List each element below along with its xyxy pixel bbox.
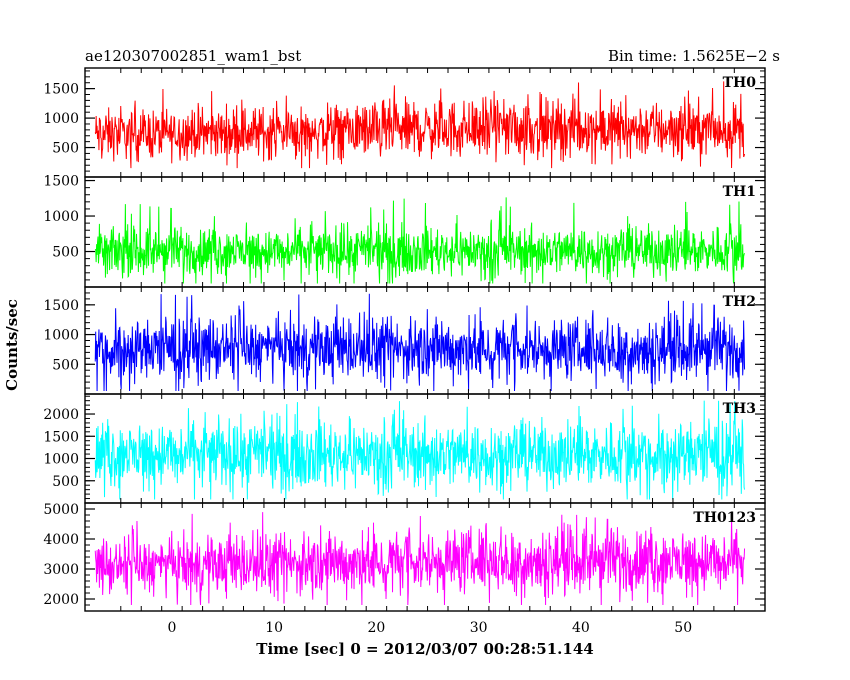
series-th2 [94,293,746,392]
panel-th2: 500 1000 1500 TH2 [43,286,766,395]
panel-th1: 500 1000 1500 TH1 [43,174,766,288]
series-th0 [94,81,746,169]
y-tick-label: 1000 [43,452,79,468]
panel-th0: 500 1000 1500 TH0 [43,67,766,178]
y-tick-label: 1500 [43,429,79,445]
y-tick-label: 500 [52,245,79,261]
y-tick-label: 2000 [43,592,79,608]
y-tick-label: 1500 [43,174,79,190]
y-tick-label: 2000 [43,407,79,423]
series-th3 [94,400,746,500]
y-tick-label: 1500 [43,298,79,314]
panel-label: TH0123 [693,510,756,526]
series-th1 [94,197,746,284]
y-tick-label: 4000 [43,532,79,548]
panel-label: TH0 [723,75,757,91]
x-tick-label: 10 [265,620,283,636]
y-tick-label: 3000 [43,562,79,578]
chart-title: ae120307002851_wam1_bst [85,47,301,65]
y-tick-label: 500 [52,474,79,490]
y-tick-label: 500 [52,357,79,373]
panel-label: TH2 [723,294,756,310]
x-tick-label: 0 [167,620,176,636]
panel-label: TH1 [723,184,756,200]
panel-th3: 500 1000 1500 2000 TH3 [43,393,766,504]
y-tick-label: 1500 [43,82,79,98]
y-axis-label: Counts/sec [3,299,21,391]
bin-time-label: Bin time: 1.5625E−2 s [608,47,780,65]
panel-label: TH3 [723,401,756,417]
x-axis-ticks: 0 10 20 30 40 50 [167,620,692,636]
y-tick-label: 1000 [43,111,79,127]
y-tick-label: 1000 [43,209,79,225]
y-tick-label: 500 [52,141,79,157]
y-tick-label: 1000 [43,328,79,344]
x-tick-label: 20 [368,620,386,636]
x-tick-label: 40 [572,620,590,636]
x-tick-label: 30 [470,620,488,636]
panel-stack: 500 1000 1500 TH0 500 1000 1500 TH1 500 1000 1500 T… [43,67,766,612]
y-tick-label: 5000 [43,502,79,518]
series-th0123 [94,512,746,606]
x-axis-label: Time [sec] 0 = 2012/03/07 00:28:51.144 [256,640,593,658]
x-tick-label: 50 [674,620,692,636]
panel-th0123: 2000 3000 4000 5000 TH0123 [43,502,766,612]
